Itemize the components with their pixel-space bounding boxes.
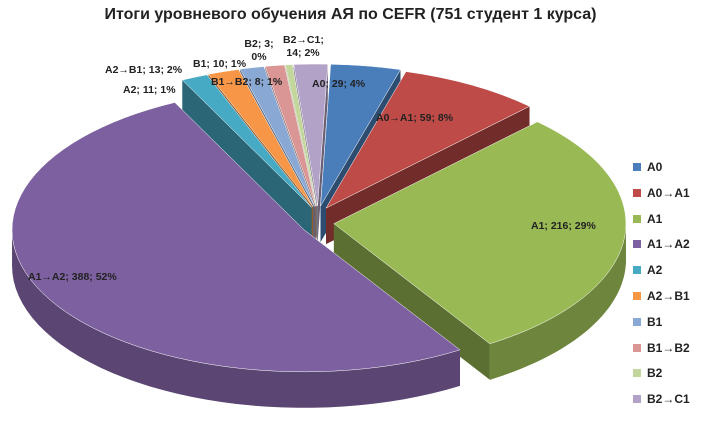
legend-swatch <box>633 163 641 171</box>
legend-swatch <box>633 266 641 275</box>
pie-slice <box>181 74 312 208</box>
pie-slice <box>333 121 627 344</box>
legend-swatch <box>633 214 641 223</box>
legend-label: B2→C1 <box>647 392 690 407</box>
pie-slice <box>320 64 401 207</box>
chart-title: Итоги уровневого обучения АЯ по CEFR (75… <box>104 6 597 23</box>
legend-label: A0→A1 <box>647 185 690 200</box>
legend-swatch <box>633 292 641 300</box>
slice-side <box>182 80 312 244</box>
legend-label: A1 <box>647 211 663 226</box>
legend-label: A2→B1 <box>647 289 690 303</box>
legend-label: A2 <box>647 263 663 278</box>
data-label: A2→B1; 13; 2% <box>105 64 183 76</box>
pie-slice <box>207 69 314 207</box>
pie-slice <box>11 102 461 373</box>
slice-wall <box>489 223 626 380</box>
pie-slice <box>264 64 316 207</box>
data-label: B2; 3; 0% <box>244 38 274 63</box>
legend-swatch <box>633 343 641 352</box>
slice-side <box>317 64 328 243</box>
pie-slice <box>293 63 329 207</box>
legend-swatch <box>633 240 641 249</box>
data-label: A0→A1; 59; 8% <box>376 112 454 124</box>
pie-slice <box>284 64 317 207</box>
data-label: A0; 29; 4% <box>312 78 366 90</box>
slice-side <box>333 223 490 380</box>
data-label: B2→C1; 14; 2% <box>283 34 324 59</box>
data-label: A1; 216; 29% <box>531 220 596 232</box>
legend-label: A1→A2 <box>647 237 690 252</box>
data-label: A1→A2; 388; 52% <box>28 271 117 283</box>
legend-label: A0 <box>647 160 663 174</box>
legend-label: B2 <box>647 366 663 381</box>
pie-slice <box>325 71 531 209</box>
legend-label: B1 <box>647 314 663 329</box>
slice-wall <box>12 229 460 408</box>
legend-swatch <box>633 188 641 197</box>
legend-label: B1→B2 <box>647 340 690 355</box>
legend-swatch <box>633 395 641 404</box>
legend-swatch <box>633 317 641 326</box>
data-label: A2; 11; 1% <box>123 84 176 96</box>
legend-swatch <box>633 369 641 378</box>
data-label: B1→B2; 8; 1% <box>211 76 283 88</box>
data-label: B1; 10; 1% <box>193 58 247 70</box>
pie-slice <box>239 66 315 207</box>
